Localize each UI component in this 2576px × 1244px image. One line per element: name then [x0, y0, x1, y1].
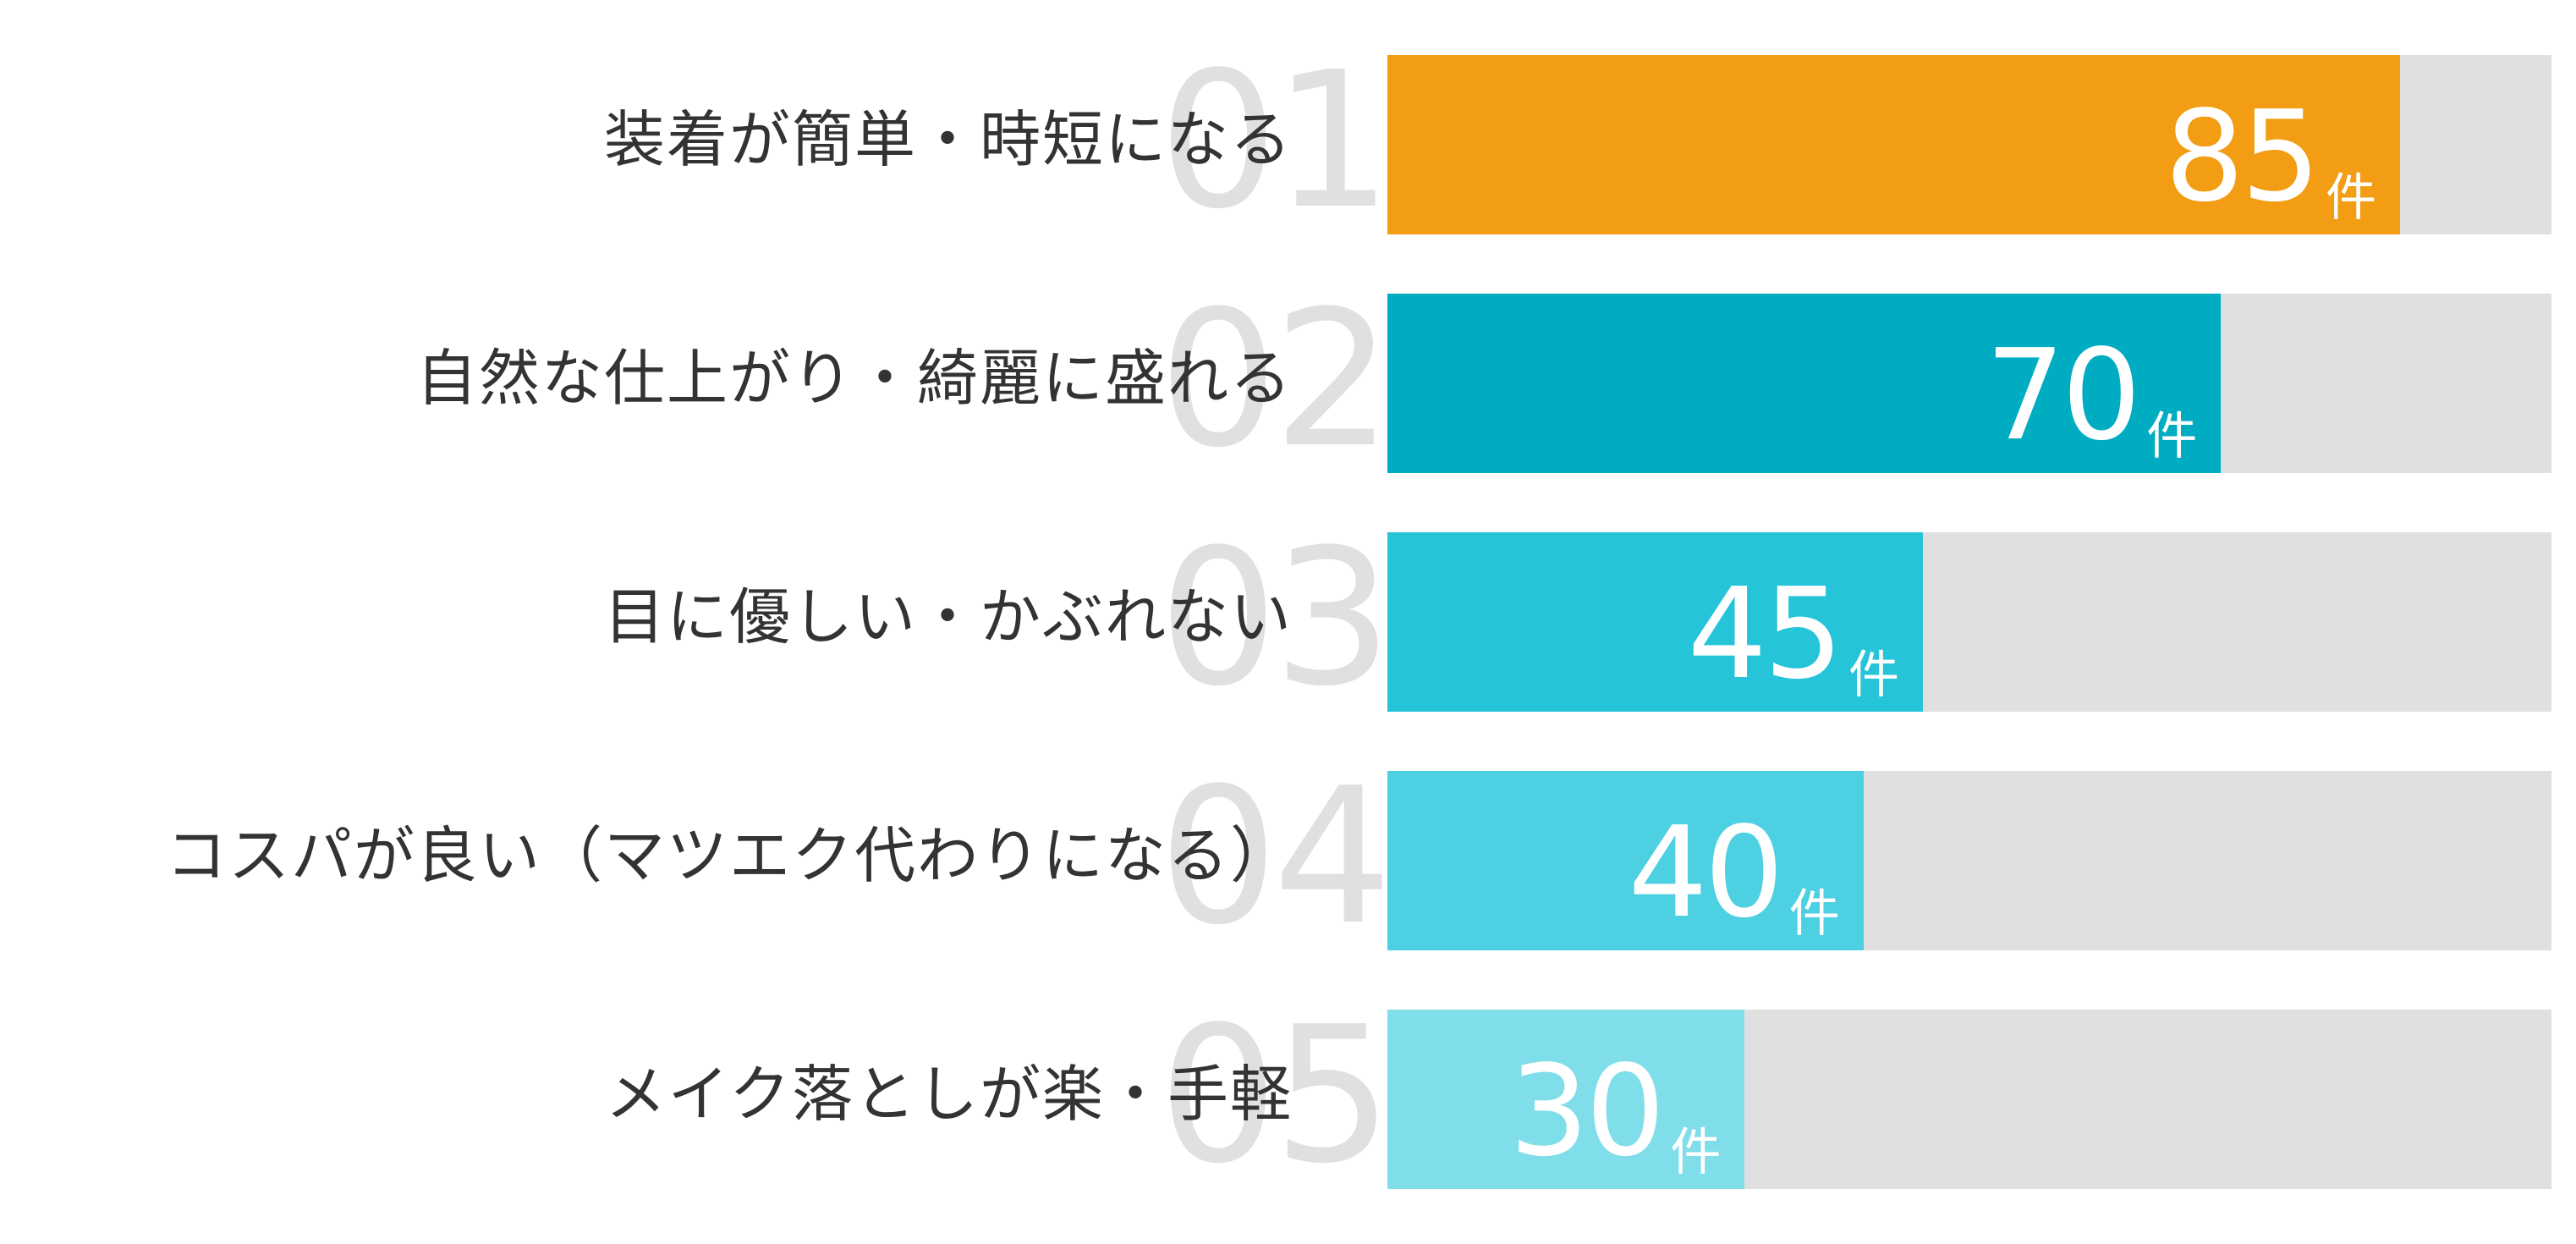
category-label: 装着が簡単・時短になる [603, 104, 1293, 175]
rank-number: 03 [1158, 509, 1392, 728]
category-label: 自然な仕上がり・綺麗に盛れる [415, 343, 1293, 414]
category-label: 目に優しい・かぶれない [603, 581, 1293, 652]
rank-number: 04 [1158, 748, 1392, 966]
value-unit: 件 [1848, 646, 1899, 705]
bar-track: 45 件 [1387, 532, 2551, 712]
value-unit: 件 [1670, 1123, 1722, 1182]
category-label: メイク落としが楽・手軽 [605, 1059, 1293, 1130]
value-number: 85 [2164, 84, 2321, 229]
value-label: 85 件 [2165, 94, 2376, 223]
bar-fill: 30 件 [1387, 1010, 1745, 1189]
value-label: 30 件 [1509, 1049, 1721, 1178]
chart-row-5: 05 メイク落としが楽・手軽 30 件 [0, 987, 2576, 1205]
chart-row-1: 01 装着が簡単・時短になる 85 件 [0, 32, 2576, 250]
bar-track: 70 件 [1387, 294, 2551, 473]
bar-fill: 85 件 [1387, 55, 2401, 234]
value-number: 40 [1628, 800, 1783, 945]
value-number: 30 [1509, 1038, 1665, 1184]
bar-fill: 70 件 [1387, 294, 2222, 473]
bar-fill: 45 件 [1387, 532, 1923, 712]
bar-fill: 40 件 [1387, 771, 1864, 950]
value-label: 45 件 [1688, 571, 1899, 701]
value-number: 70 [1985, 322, 2141, 468]
chart-row-2: 02 自然な仕上がり・綺麗に盛れる 70 件 [0, 271, 2576, 489]
bar-track: 85 件 [1387, 55, 2551, 234]
value-label: 40 件 [1628, 810, 1839, 939]
category-label: コスパが良い（マツエク代わりになる） [165, 820, 1293, 891]
rank-number: 02 [1158, 271, 1392, 489]
rank-number: 01 [1158, 32, 1392, 250]
chart-row-4: 04 コスパが良い（マツエク代わりになる） 40 件 [0, 748, 2576, 966]
value-unit: 件 [1788, 884, 1840, 944]
value-label: 70 件 [1986, 333, 2197, 462]
bar-track: 30 件 [1387, 1010, 2551, 1189]
value-unit: 件 [2146, 407, 2198, 466]
rank-number: 05 [1158, 987, 1392, 1205]
bar-track: 40 件 [1387, 771, 2551, 950]
chart-row-3: 03 目に優しい・かぶれない 45 件 [0, 509, 2576, 728]
value-number: 45 [1687, 561, 1843, 707]
value-unit: 件 [2326, 168, 2377, 228]
